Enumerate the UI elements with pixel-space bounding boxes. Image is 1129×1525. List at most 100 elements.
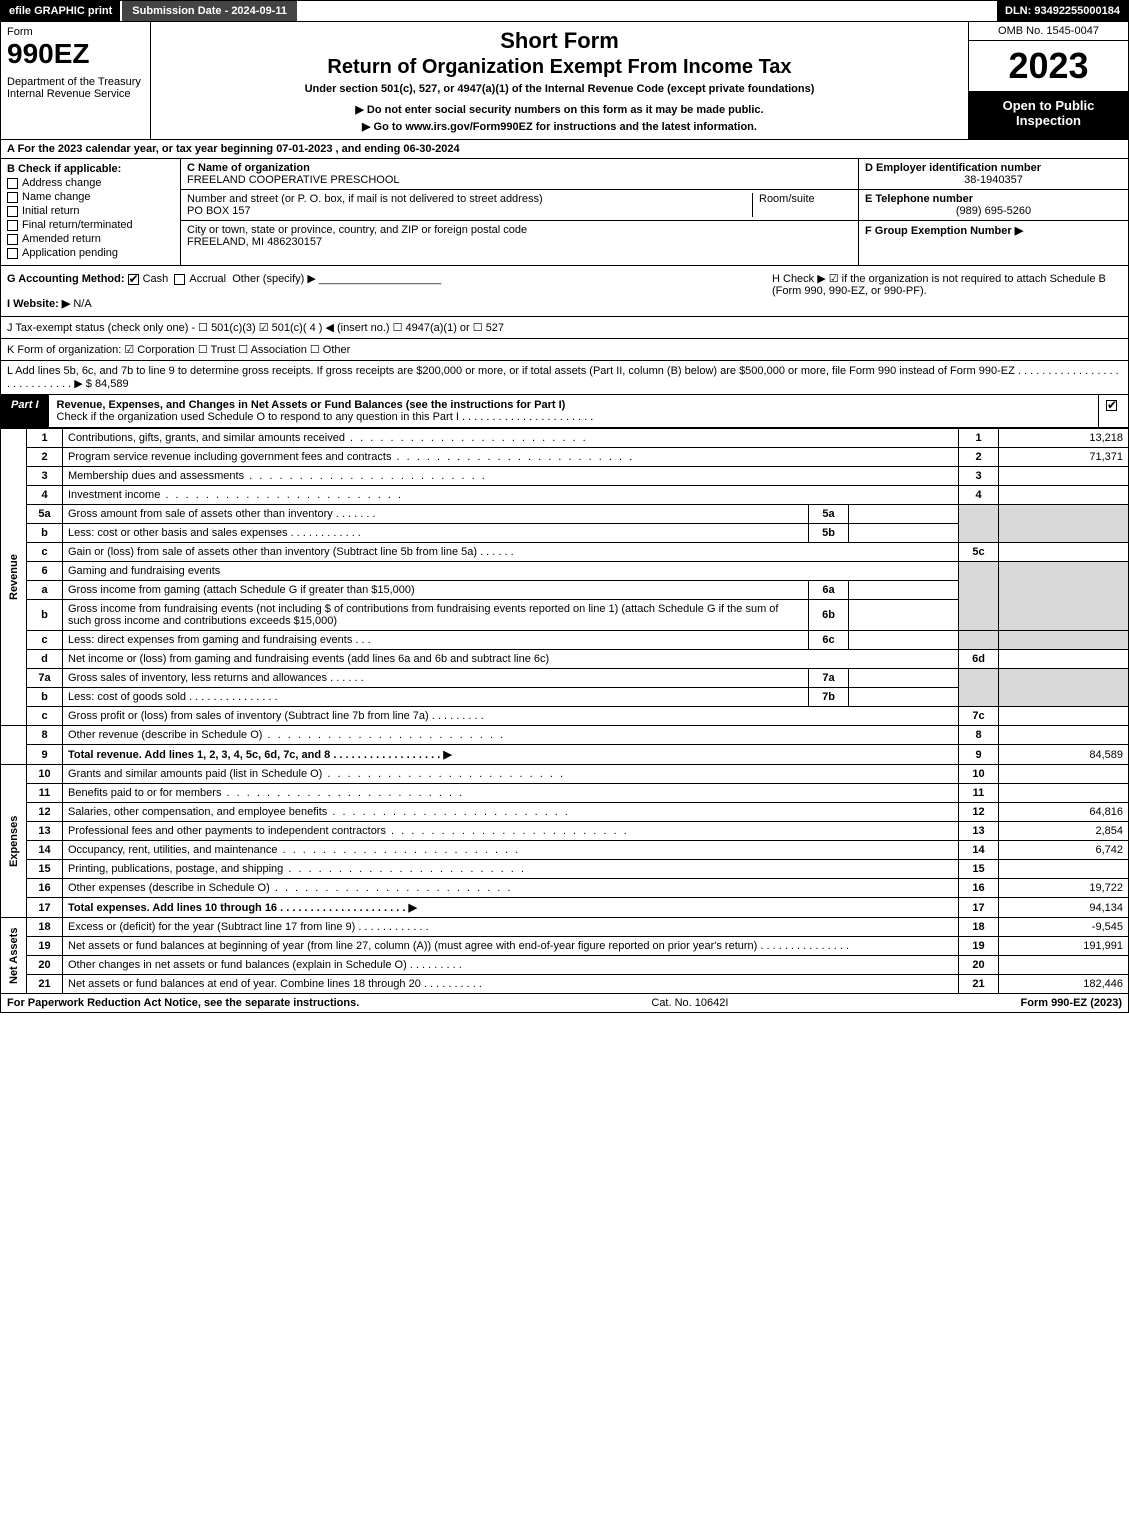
l6d-num: d	[27, 650, 63, 669]
l7b-sl: 7b	[809, 688, 849, 707]
l17-ln: 17	[959, 898, 999, 918]
e-lbl: E Telephone number	[865, 193, 973, 205]
l7a-sl: 7a	[809, 669, 849, 688]
lbl-other: Other (specify) ▶	[232, 273, 316, 285]
form-number: 990EZ	[7, 38, 144, 70]
l6a-desc: Gross income from gaming (attach Schedul…	[63, 581, 809, 600]
l6d-desc: Net income or (loss) from gaming and fun…	[63, 650, 959, 669]
l8-desc: Other revenue (describe in Schedule O)	[63, 726, 959, 745]
l6b-desc: Gross income from fundraising events (no…	[63, 600, 809, 631]
l10-val	[999, 765, 1129, 784]
shade-6	[959, 562, 999, 631]
l13-val: 2,854	[999, 822, 1129, 841]
l5a-desc: Gross amount from sale of assets other t…	[63, 505, 809, 524]
l12-num: 12	[27, 803, 63, 822]
l14-val: 6,742	[999, 841, 1129, 860]
chk-amended-return[interactable]: Amended return	[7, 233, 174, 245]
top-bar: efile GRAPHIC print Submission Date - 20…	[0, 0, 1129, 22]
chk-address-change[interactable]: Address change	[7, 177, 174, 189]
l13-desc: Professional fees and other payments to …	[63, 822, 959, 841]
g-lbl: G Accounting Method:	[7, 273, 125, 285]
shade-6v	[999, 562, 1129, 631]
c-city-lbl: City or town, state or province, country…	[187, 224, 527, 236]
l5a-sv	[849, 505, 959, 524]
l21-val: 182,446	[999, 975, 1129, 994]
l11-num: 11	[27, 784, 63, 803]
row-gh: G Accounting Method: Cash Accrual Other …	[0, 266, 1129, 317]
l15-ln: 15	[959, 860, 999, 879]
efile-print-button[interactable]: efile GRAPHIC print	[1, 1, 120, 21]
footer-mid: Cat. No. 10642I	[359, 997, 1020, 1009]
l11-val	[999, 784, 1129, 803]
spacer	[297, 1, 997, 21]
header-right: OMB No. 1545-0047 2023 Open to Public In…	[968, 22, 1128, 139]
chk-final-return[interactable]: Final return/terminated	[7, 219, 174, 231]
chk-name-change[interactable]: Name change	[7, 191, 174, 203]
l9-val: 84,589	[999, 745, 1129, 765]
l9-desc: Total revenue. Add lines 1, 2, 3, 4, 5c,…	[63, 745, 959, 765]
l6-num: 6	[27, 562, 63, 581]
org-city: FREELAND, MI 486230157	[187, 236, 322, 248]
l20-desc: Other changes in net assets or fund bala…	[63, 956, 959, 975]
l18-ln: 18	[959, 918, 999, 937]
l7b-num: b	[27, 688, 63, 707]
short-form-label: Short Form	[161, 28, 958, 54]
l5a-sl: 5a	[809, 505, 849, 524]
part1-chk[interactable]	[1098, 395, 1128, 427]
l6c-sv	[849, 631, 959, 650]
chk-cash[interactable]	[128, 274, 139, 285]
l2-num: 2	[27, 448, 63, 467]
form-label: Form	[7, 26, 144, 38]
l6a-sl: 6a	[809, 581, 849, 600]
l1-desc: Contributions, gifts, grants, and simila…	[63, 429, 959, 448]
dln: DLN: 93492255000184	[997, 1, 1128, 21]
lbl-accrual: Accrual	[189, 273, 226, 285]
link-note: ▶ Go to www.irs.gov/Form990EZ for instru…	[161, 120, 958, 133]
l5b-num: b	[27, 524, 63, 543]
l5c-num: c	[27, 543, 63, 562]
lines-table: Revenue 1 Contributions, gifts, grants, …	[0, 428, 1129, 994]
l7b-sv	[849, 688, 959, 707]
l12-desc: Salaries, other compensation, and employ…	[63, 803, 959, 822]
col-b-checkboxes: B Check if applicable: Address change Na…	[1, 159, 181, 265]
l19-val: 191,991	[999, 937, 1129, 956]
c-city: City or town, state or province, country…	[181, 221, 858, 251]
l16-desc: Other expenses (describe in Schedule O)	[63, 879, 959, 898]
l9-ln: 9	[959, 745, 999, 765]
l19-num: 19	[27, 937, 63, 956]
l11-ln: 11	[959, 784, 999, 803]
l15-val	[999, 860, 1129, 879]
l6b-sl: 6b	[809, 600, 849, 631]
l15-num: 15	[27, 860, 63, 879]
chk-application-pending[interactable]: Application pending	[7, 247, 174, 259]
footer-left: For Paperwork Reduction Act Notice, see …	[7, 997, 359, 1009]
l6b-sv	[849, 600, 959, 631]
l6a-num: a	[27, 581, 63, 600]
part1-title-text: Revenue, Expenses, and Changes in Net As…	[57, 399, 566, 411]
part1-sub: Check if the organization used Schedule …	[57, 411, 594, 423]
l10-desc: Grants and similar amounts paid (list in…	[63, 765, 959, 784]
l8-num: 8	[27, 726, 63, 745]
l5c-val	[999, 543, 1129, 562]
side-netassets: Net Assets	[1, 918, 27, 994]
chk-initial-return[interactable]: Initial return	[7, 205, 174, 217]
l8-val	[999, 726, 1129, 745]
l5b-sv	[849, 524, 959, 543]
h-schedule-b: H Check ▶ ☑ if the organization is not r…	[772, 272, 1122, 310]
shade-5	[959, 505, 999, 543]
g-accounting: G Accounting Method: Cash Accrual Other …	[7, 272, 772, 310]
l4-val	[999, 486, 1129, 505]
l21-num: 21	[27, 975, 63, 994]
l14-num: 14	[27, 841, 63, 860]
c-name: C Name of organization FREELAND COOPERAT…	[181, 159, 858, 190]
l5b-desc: Less: cost or other basis and sales expe…	[63, 524, 809, 543]
tax-year: 2023	[969, 41, 1128, 92]
l-value: 84,589	[95, 378, 129, 390]
l3-desc: Membership dues and assessments	[63, 467, 959, 486]
form-subtitle: Under section 501(c), 527, or 4947(a)(1)…	[161, 83, 958, 95]
col-c-org: C Name of organization FREELAND COOPERAT…	[181, 159, 858, 265]
lbl-address-change: Address change	[22, 177, 102, 189]
chk-accrual[interactable]	[174, 274, 185, 285]
lbl-initial-return: Initial return	[22, 205, 79, 217]
website-value: N/A	[73, 298, 91, 310]
